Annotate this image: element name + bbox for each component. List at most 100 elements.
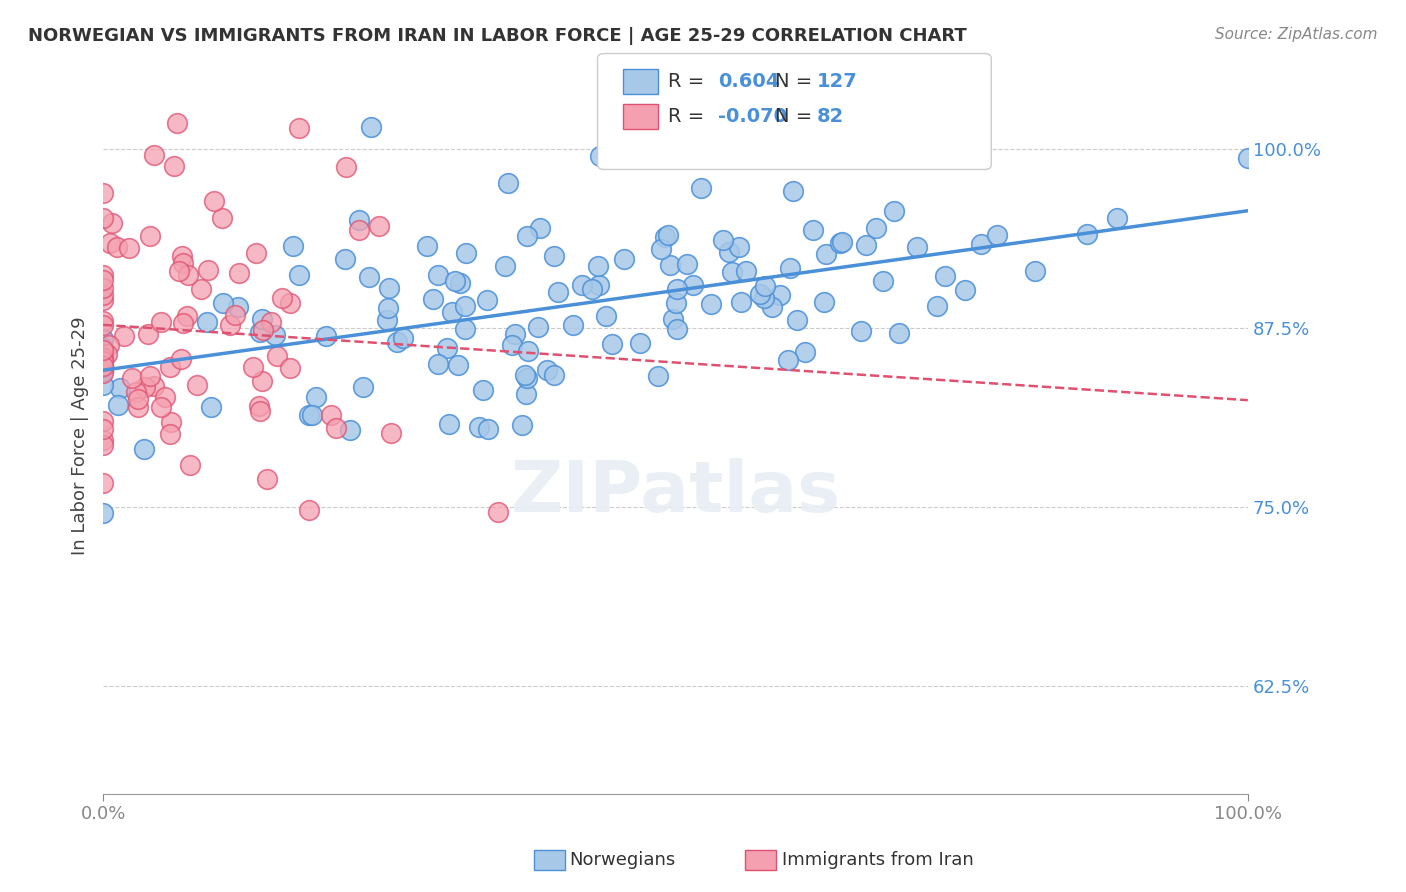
Point	[416, 239, 439, 253]
Point	[228, 267, 250, 281]
Point	[91, 272, 114, 286]
Point	[271, 291, 294, 305]
Point	[211, 211, 233, 225]
Point	[529, 220, 551, 235]
Point	[813, 295, 835, 310]
Point	[927, 299, 949, 313]
Point	[288, 121, 311, 136]
Point	[91, 438, 114, 452]
Point	[588, 278, 610, 293]
Point	[287, 268, 309, 282]
Text: R =: R =	[668, 107, 710, 127]
Point	[536, 363, 558, 377]
Point	[159, 359, 181, 374]
Point	[543, 250, 565, 264]
Point	[1105, 211, 1128, 225]
Point	[700, 297, 723, 311]
Text: NORWEGIAN VS IMMIGRANTS FROM IRAN IN LABOR FORCE | AGE 25-29 CORRELATION CHART: NORWEGIAN VS IMMIGRANTS FROM IRAN IN LAB…	[28, 27, 967, 45]
Point	[782, 184, 804, 198]
Point	[315, 329, 337, 343]
Point	[197, 263, 219, 277]
Point	[107, 398, 129, 412]
Point	[628, 335, 651, 350]
Point	[200, 401, 222, 415]
Point	[456, 245, 478, 260]
Point	[571, 278, 593, 293]
Point	[905, 240, 928, 254]
Point	[986, 228, 1008, 243]
Point	[159, 426, 181, 441]
Point	[392, 331, 415, 345]
Point	[91, 366, 114, 380]
Point	[132, 442, 155, 457]
Point	[143, 148, 166, 162]
Point	[91, 288, 114, 302]
Point	[298, 502, 321, 516]
Point	[134, 380, 156, 394]
Point	[202, 194, 225, 208]
Point	[91, 506, 114, 520]
Point	[166, 116, 188, 130]
Point	[828, 235, 851, 250]
Point	[339, 423, 361, 437]
Point	[353, 380, 375, 394]
Point	[786, 313, 808, 327]
Point	[769, 288, 792, 302]
Point	[249, 403, 271, 417]
Point	[426, 357, 449, 371]
Point	[778, 352, 800, 367]
Point	[516, 371, 538, 385]
Point	[219, 318, 242, 332]
Point	[855, 237, 877, 252]
Point	[589, 148, 612, 162]
Point	[377, 301, 399, 315]
Text: ZIPatlas: ZIPatlas	[510, 458, 841, 527]
Point	[494, 259, 516, 273]
Point	[503, 326, 526, 341]
Text: -0.070: -0.070	[718, 107, 787, 127]
Point	[125, 385, 148, 400]
Point	[1237, 151, 1260, 165]
Point	[242, 360, 264, 375]
Point	[815, 246, 838, 260]
Point	[167, 264, 190, 278]
Point	[475, 293, 498, 308]
Point	[543, 368, 565, 383]
Point	[91, 422, 114, 436]
Point	[527, 319, 550, 334]
Point	[883, 203, 905, 218]
Point	[1024, 264, 1046, 278]
Text: Immigrants from Iran: Immigrants from Iran	[782, 851, 973, 869]
Point	[682, 277, 704, 292]
Point	[453, 299, 475, 313]
Point	[139, 229, 162, 244]
Point	[245, 246, 267, 260]
Point	[91, 433, 114, 447]
Point	[280, 295, 302, 310]
Point	[472, 383, 495, 397]
Point	[953, 283, 976, 297]
Point	[650, 242, 672, 256]
Point	[172, 316, 194, 330]
Point	[224, 308, 246, 322]
Point	[360, 120, 382, 135]
Point	[190, 282, 212, 296]
Point	[467, 420, 489, 434]
Point	[91, 318, 114, 332]
Text: 0.604: 0.604	[718, 71, 780, 91]
Point	[98, 235, 121, 250]
Point	[91, 351, 114, 365]
Point	[121, 370, 143, 384]
Point	[108, 381, 131, 395]
Point	[516, 228, 538, 243]
Point	[91, 359, 114, 374]
Point	[349, 223, 371, 237]
Point	[449, 276, 471, 290]
Point	[91, 341, 114, 355]
Point	[159, 416, 181, 430]
Y-axis label: In Labor Force | Age 25-29: In Labor Force | Age 25-29	[72, 317, 89, 555]
Point	[91, 360, 114, 375]
Point	[665, 282, 688, 296]
Point	[613, 252, 636, 267]
Point	[749, 286, 772, 301]
